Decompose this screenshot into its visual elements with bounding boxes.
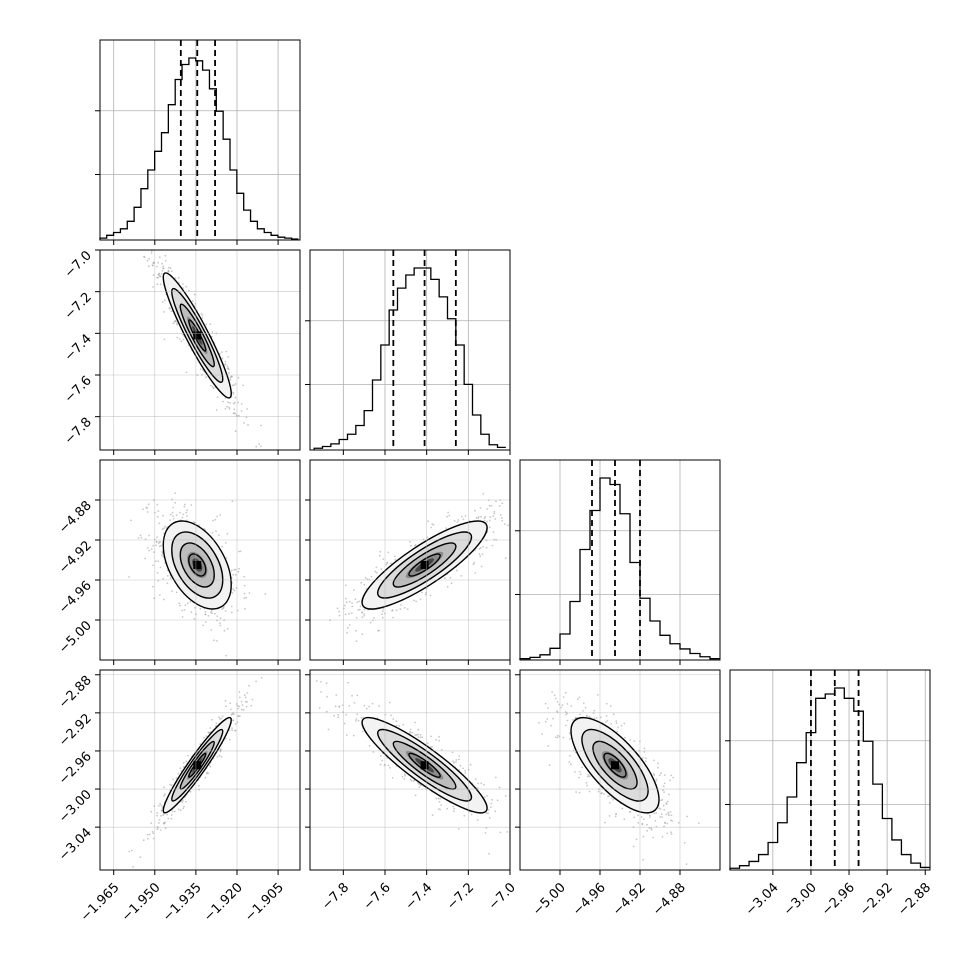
contour-line: [377, 728, 473, 802]
histogram-panel-2: [515, 459, 721, 661]
x-tick-label: −2.96: [819, 880, 858, 919]
x-tick-label: −5.00: [530, 880, 569, 919]
y-tick-label: −3.04: [56, 825, 95, 864]
histogram-step: [99, 57, 299, 240]
x-tick-label: −4.96: [570, 880, 609, 919]
density-peak: [611, 761, 619, 770]
contour-line: [392, 542, 457, 588]
panel-frame: [99, 459, 301, 661]
panel-frame: [99, 39, 301, 241]
contour-line: [408, 553, 441, 577]
x-tick-label: −7.4: [403, 880, 436, 913]
panel-frame: [519, 459, 721, 661]
x-tick-label: −7.8: [319, 880, 352, 913]
panel-frame: [309, 669, 511, 871]
x-tick-label: −3.04: [743, 880, 782, 919]
histogram-step: [519, 477, 720, 660]
density-peak: [193, 331, 202, 340]
contour-line: [376, 531, 473, 599]
contour-line: [361, 716, 488, 814]
contour-line: [162, 716, 232, 814]
y-tick-label: −3.00: [56, 787, 95, 826]
density-panel-2-0: [99, 459, 301, 661]
contour-line: [361, 520, 488, 610]
contour-line: [171, 728, 224, 802]
panel-frame: [729, 669, 931, 871]
y-tick-label: −4.92: [56, 538, 95, 577]
density-panel-3-1: [309, 669, 511, 871]
contour-line: [392, 740, 457, 790]
x-tick-label: −1.935: [160, 880, 205, 925]
contour-line: [188, 553, 207, 577]
contour-line: [179, 303, 215, 368]
y-tick-label: −7.4: [62, 332, 95, 365]
panel-frame: [309, 459, 511, 661]
density-peak: [193, 561, 202, 569]
y-tick-label: −2.88: [56, 673, 95, 712]
density-peak: [420, 761, 429, 770]
y-tick-label: −4.96: [56, 578, 95, 617]
contour-line: [162, 272, 232, 399]
panel-background: [730, 670, 930, 870]
x-tick-label: −7.6: [361, 880, 394, 913]
y-tick-label: −7.2: [62, 290, 95, 323]
panel-background: [100, 40, 300, 240]
x-tick-label: −3.00: [781, 880, 820, 919]
histogram-panel-0: [95, 39, 301, 241]
x-tick-label: −4.92: [610, 880, 649, 919]
y-tick-label: −2.96: [56, 749, 95, 788]
density-peak: [193, 761, 202, 770]
contour-line: [592, 740, 638, 790]
histogram-panel-3: [725, 669, 931, 871]
contour-line: [171, 531, 224, 599]
x-tick-label: −4.88: [650, 880, 689, 919]
density-peak: [420, 561, 429, 569]
contour-line: [603, 752, 627, 778]
y-tick-label: −7.0: [62, 248, 95, 281]
x-tick-label: −1.920: [201, 880, 246, 925]
contour-line: [570, 716, 660, 814]
panel-frame: [519, 669, 721, 871]
histogram-step: [729, 687, 930, 870]
x-tick-label: −2.88: [895, 880, 934, 919]
contour-line: [171, 287, 224, 383]
x-tick-label: −7.0: [486, 880, 519, 913]
x-tick-label: −1.950: [119, 880, 164, 925]
density-panel-1-0: [99, 249, 301, 451]
histogram-step: [313, 267, 506, 450]
x-tick-label: −2.92: [857, 880, 896, 919]
histogram-panel-1: [305, 249, 511, 451]
contour-line: [179, 542, 215, 588]
x-tick-label: −7.2: [444, 880, 477, 913]
x-tick-label: −1.965: [78, 880, 123, 925]
density-panel-3-2: [519, 669, 721, 871]
contour-line: [162, 520, 232, 610]
y-tick-label: −4.88: [56, 498, 95, 537]
y-tick-label: −7.8: [62, 415, 95, 448]
panel-background: [310, 250, 510, 450]
y-tick-label: −2.92: [56, 711, 95, 750]
y-tick-label: −7.6: [62, 373, 95, 406]
panel-frame: [309, 249, 511, 451]
panel-frame: [99, 249, 301, 451]
panel-frame: [99, 669, 301, 871]
x-tick-label: −1.905: [242, 880, 287, 925]
contour-line: [581, 728, 649, 802]
y-tick-label: −5.00: [56, 618, 95, 657]
density-panel-2-1: [309, 459, 511, 661]
density-panel-3-0: [99, 669, 301, 871]
